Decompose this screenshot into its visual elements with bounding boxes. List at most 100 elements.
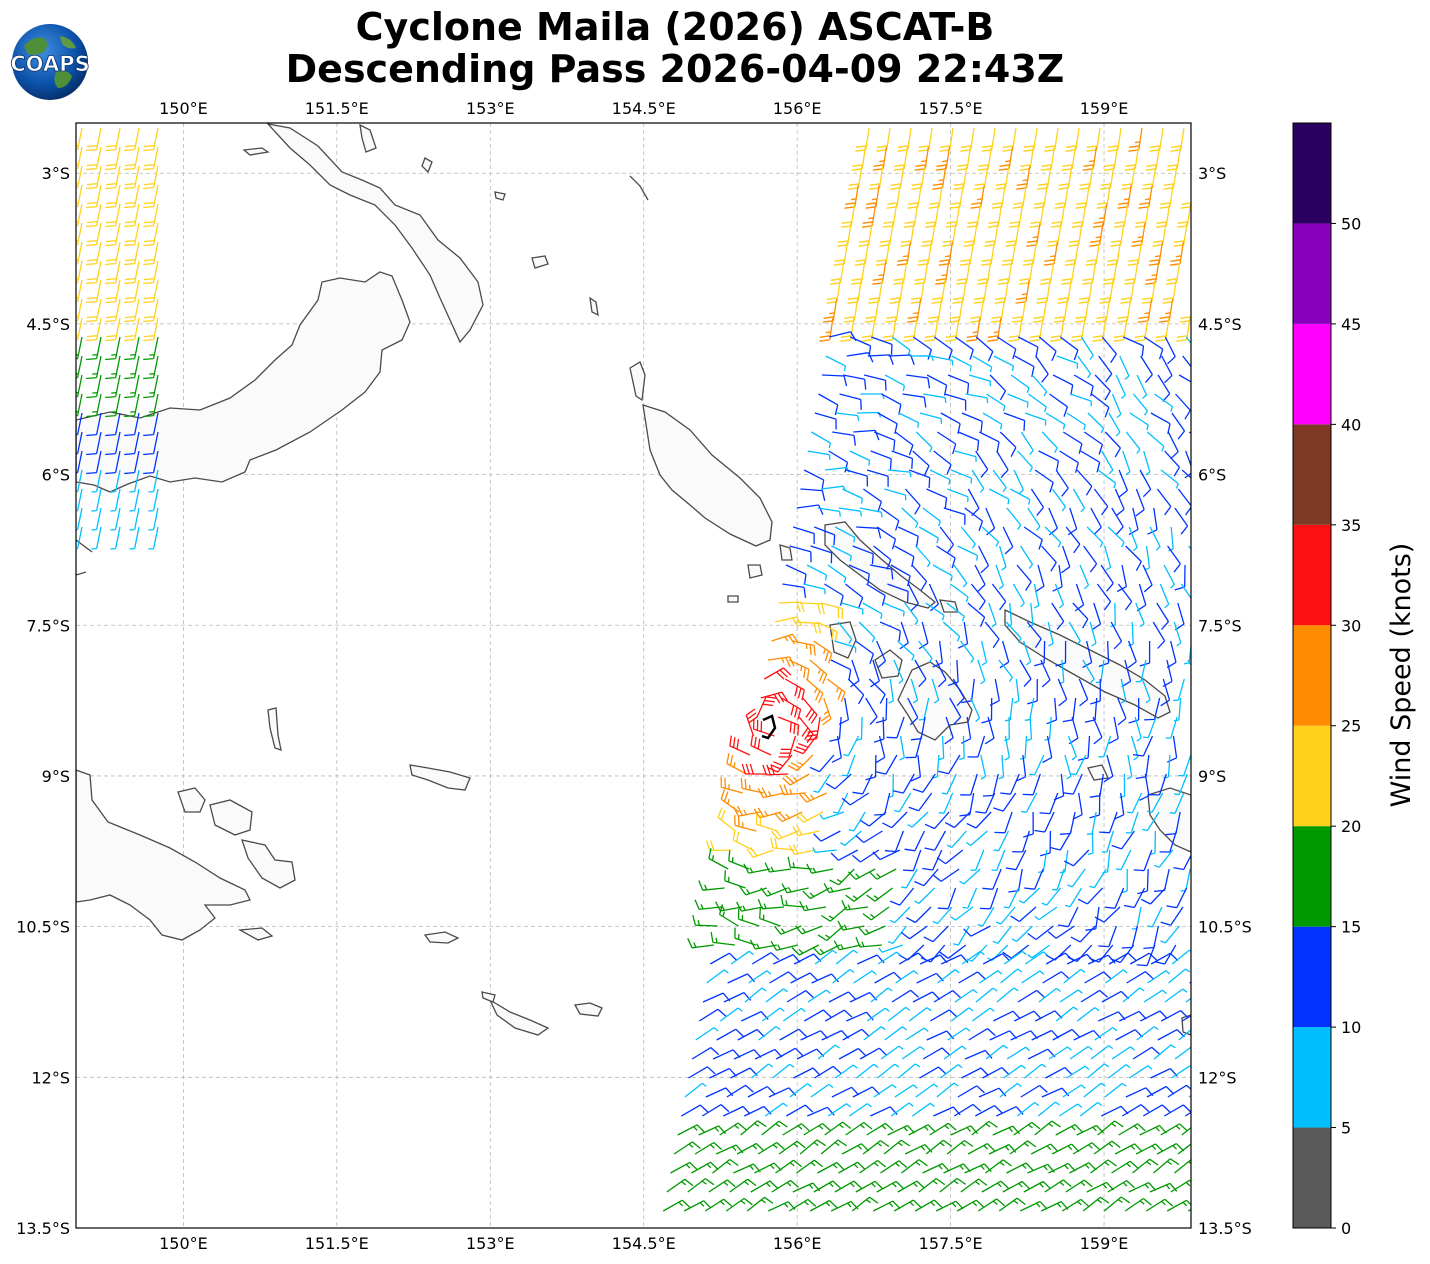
wind-barb <box>960 773 978 796</box>
wind-barb <box>891 989 919 1003</box>
wind-barb <box>1039 830 1052 857</box>
wind-barb <box>1029 203 1045 228</box>
wind-barb <box>680 1104 709 1117</box>
wind-barb <box>903 317 918 342</box>
wind-barb <box>1149 127 1164 152</box>
wind-barb <box>1146 792 1164 813</box>
wind-barb <box>86 203 102 228</box>
wind-barb <box>993 1010 1021 1022</box>
wind-barb <box>960 716 972 744</box>
wind-barb <box>1136 1026 1159 1041</box>
wind-barb <box>779 784 806 796</box>
wind-barb <box>1168 968 1191 984</box>
wind-barb <box>834 640 857 653</box>
wind-barb <box>825 773 852 790</box>
wind-barb <box>1055 1124 1083 1136</box>
chart-title-line2: Descending Pass 2026-04-09 22:43Z <box>285 47 1065 91</box>
wind-barb <box>1083 545 1098 573</box>
wind-barb <box>1005 849 1027 871</box>
wind-barb <box>814 412 837 430</box>
wind-barb <box>1005 222 1020 247</box>
wind-barb <box>880 1160 908 1174</box>
wind-barb <box>906 298 922 323</box>
wind-barb <box>110 488 121 512</box>
island-guadalcanal <box>1147 787 1191 853</box>
wind-barb <box>695 1027 719 1041</box>
wind-barb <box>970 184 985 209</box>
wind-barb <box>76 431 83 455</box>
wind-barb <box>1130 735 1139 761</box>
wind-barb <box>124 165 140 190</box>
wind-barb <box>999 640 1010 669</box>
wind-barb <box>785 1104 814 1117</box>
wind-barb <box>718 904 739 927</box>
lon-tick-label-bottom: 154.5°E <box>612 1234 676 1253</box>
wind-barb <box>973 279 988 304</box>
wind-barb <box>1080 336 1094 360</box>
wind-barb <box>691 1047 720 1060</box>
wind-barb <box>1163 754 1171 779</box>
wind-barb <box>1003 950 1027 965</box>
wind-barb <box>76 184 83 208</box>
wind-barb <box>1122 450 1131 476</box>
wind-barb <box>844 583 864 608</box>
wind-barb <box>843 298 859 323</box>
wind-barb <box>1021 792 1038 814</box>
wind-barb <box>996 336 1017 360</box>
wind-barb <box>736 901 764 912</box>
wind-barb <box>86 165 102 190</box>
wind-barb <box>848 165 863 190</box>
wind-barb <box>105 203 121 228</box>
wind-barb <box>1072 488 1086 513</box>
wind-barb <box>91 507 102 531</box>
wind-barb <box>876 640 887 669</box>
wind-barb <box>1173 853 1191 871</box>
wind-barb <box>1162 659 1173 688</box>
wind-barb <box>889 279 904 304</box>
wind-barb <box>977 146 993 171</box>
wind-barb <box>993 792 1017 812</box>
wind-barb <box>746 1196 774 1212</box>
wind-barb <box>959 735 965 761</box>
wind-barb <box>961 950 985 965</box>
wind-barb <box>846 1011 874 1022</box>
wind-barb <box>105 355 121 380</box>
wind-barb <box>1133 849 1153 872</box>
wind-barb <box>1160 678 1171 707</box>
wind-barb <box>1003 412 1026 431</box>
wind-barb <box>129 526 140 550</box>
wind-barb <box>966 830 988 846</box>
wind-barb <box>924 203 940 228</box>
wind-barb <box>86 127 102 152</box>
wind-barb <box>1080 989 1108 1003</box>
wind-barb <box>960 127 975 152</box>
wind-barb <box>1098 735 1112 758</box>
wind-barb <box>1090 678 1101 705</box>
wind-barb <box>1108 412 1121 437</box>
wind-barb <box>907 184 922 209</box>
wind-barb <box>1132 735 1154 757</box>
wind-barb <box>1077 735 1091 761</box>
wind-barb <box>819 811 845 820</box>
wind-barb <box>931 279 946 304</box>
wind-barb <box>1040 146 1056 171</box>
lat-tick-label-left: 13.5°S <box>16 1219 70 1238</box>
wind-barb <box>902 849 922 872</box>
wind-barb <box>803 1009 832 1022</box>
colorbar-bin <box>1293 424 1331 525</box>
wind-barb <box>1192 1179 1218 1192</box>
wind-barb <box>818 393 839 416</box>
wind-barb <box>1084 697 1098 723</box>
wind-barb <box>1048 1046 1072 1060</box>
wind-barb <box>76 393 83 417</box>
wind-barb <box>773 925 802 935</box>
wind-barb <box>901 1046 925 1060</box>
wind-barb <box>720 776 743 794</box>
wind-barb <box>917 241 933 266</box>
wind-barb <box>992 1125 1021 1136</box>
wind-barb <box>872 1200 901 1212</box>
wind-barb <box>859 1047 888 1060</box>
wind-barb <box>1128 697 1140 724</box>
wind-barb <box>863 1026 886 1041</box>
